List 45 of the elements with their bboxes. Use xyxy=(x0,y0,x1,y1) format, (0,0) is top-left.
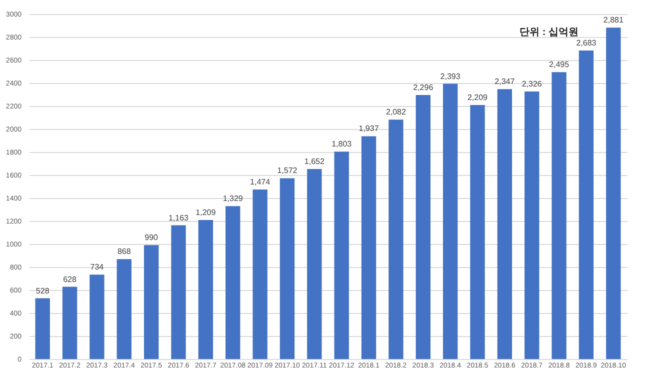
data-label: 2,881 xyxy=(603,16,624,25)
data-label: 1,572 xyxy=(277,166,298,176)
annotation: 단위 : 십억원 xyxy=(520,27,578,38)
bar xyxy=(470,104,485,359)
bar xyxy=(552,72,566,359)
bar xyxy=(578,50,594,359)
bar xyxy=(62,286,78,359)
bar xyxy=(497,89,512,359)
bar xyxy=(90,274,104,359)
data-label: 1,937 xyxy=(358,124,380,134)
data-label: 2,082 xyxy=(386,108,407,117)
data-label: 1,209 xyxy=(196,208,216,217)
data-label: 628 xyxy=(63,274,77,284)
bar xyxy=(280,178,295,359)
bar xyxy=(171,225,186,359)
data-label: 1,652 xyxy=(304,157,325,166)
bar xyxy=(144,245,159,359)
bar xyxy=(416,94,430,359)
data-label: 868 xyxy=(117,247,132,256)
data-label: 734 xyxy=(90,262,104,272)
bar xyxy=(361,136,376,359)
data-label: 2,347 xyxy=(494,77,516,86)
bar xyxy=(116,259,132,359)
data-label: 2,326 xyxy=(522,80,542,89)
bar xyxy=(442,84,458,359)
bar xyxy=(388,120,404,359)
data-label: 2,683 xyxy=(576,38,597,48)
data-label: 528 xyxy=(36,286,50,296)
bar xyxy=(307,169,322,359)
bar xyxy=(35,298,50,359)
bar xyxy=(252,189,268,359)
data-label: 2,393 xyxy=(440,72,461,81)
data-label: 1,329 xyxy=(222,194,244,204)
data-label: 1,163 xyxy=(168,213,190,222)
data-label: 2,296 xyxy=(413,82,434,92)
bar xyxy=(524,92,540,359)
bar xyxy=(334,152,349,359)
data-label: 2,495 xyxy=(549,60,570,70)
data-label: 1,474 xyxy=(250,177,271,186)
bar xyxy=(226,206,240,359)
bar xyxy=(606,28,621,359)
data-label: 1,803 xyxy=(332,140,352,149)
data-label: 2,209 xyxy=(467,92,488,102)
bar xyxy=(198,220,214,359)
data-label: 990 xyxy=(144,233,159,242)
